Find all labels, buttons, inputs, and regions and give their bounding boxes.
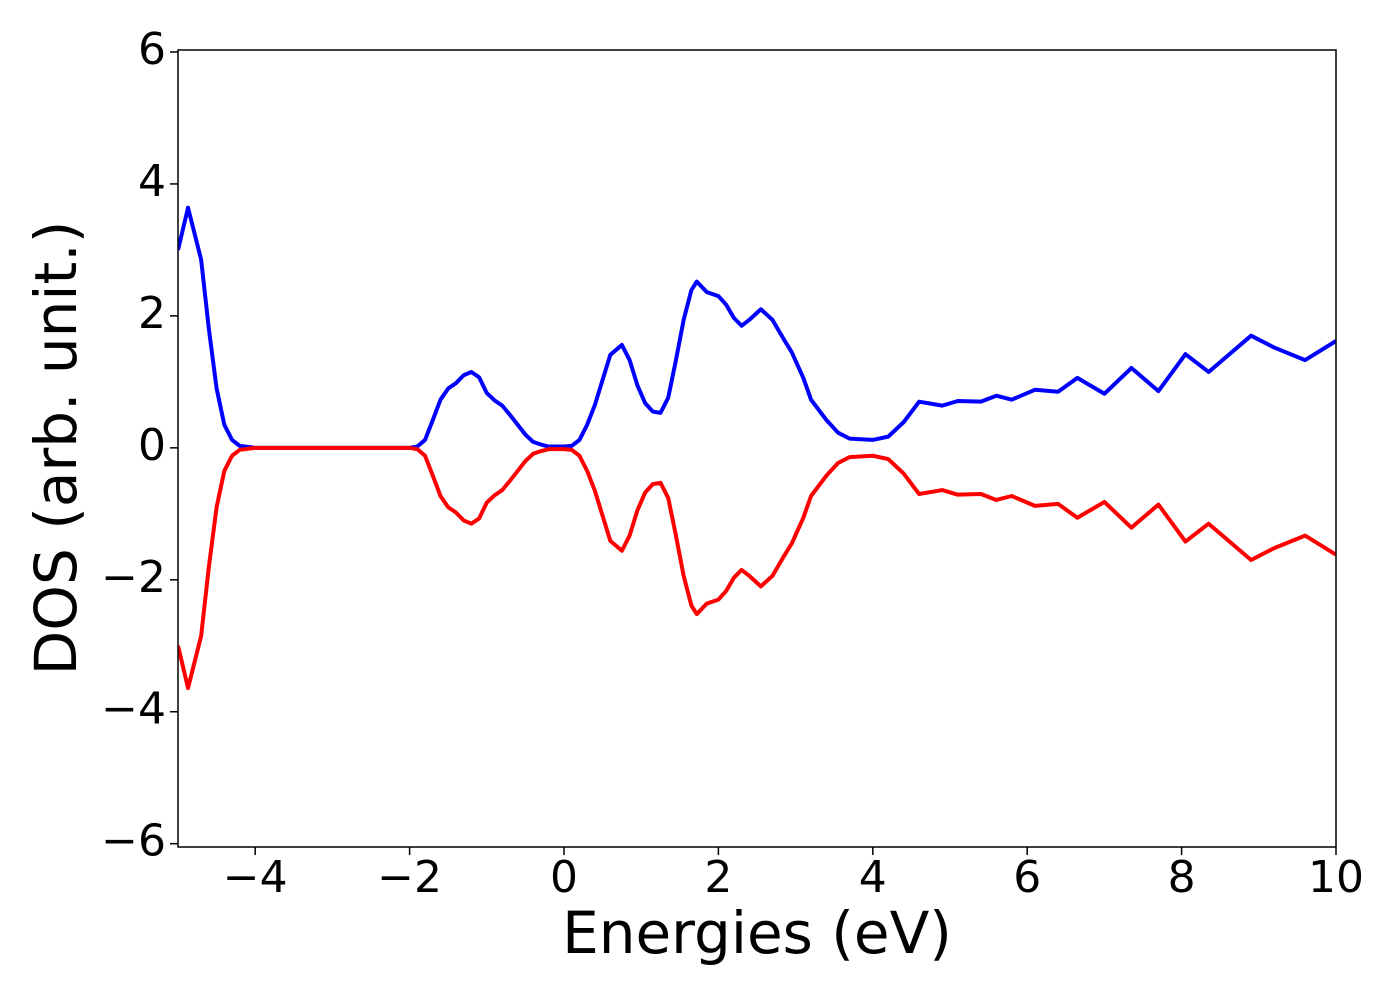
series-line (178, 205, 1336, 450)
x-axis-label: Energies (eV) (562, 899, 952, 967)
y-tick-label: −6 (101, 816, 166, 867)
x-tick-label: −2 (377, 852, 442, 903)
x-tick-label: 8 (1168, 852, 1196, 903)
y-tick-label: 4 (138, 156, 166, 207)
y-axis-label: DOS (arb. unit.) (22, 221, 90, 676)
y-tick-label: 6 (138, 24, 166, 75)
x-tick-label: 2 (704, 852, 732, 903)
y-tick-label: 2 (138, 288, 166, 339)
y-tick-label: −4 (101, 684, 166, 735)
x-tick-label: 10 (1308, 852, 1364, 903)
series-line (178, 445, 1336, 690)
x-tick-label: 0 (550, 852, 578, 903)
y-tick-label: −2 (101, 552, 166, 603)
y-tick-label: 0 (138, 420, 166, 471)
plot-frame (177, 49, 1337, 848)
x-tick-label: 6 (1013, 852, 1041, 903)
x-tick-label: 4 (859, 852, 887, 903)
x-tick-label: −4 (223, 852, 288, 903)
